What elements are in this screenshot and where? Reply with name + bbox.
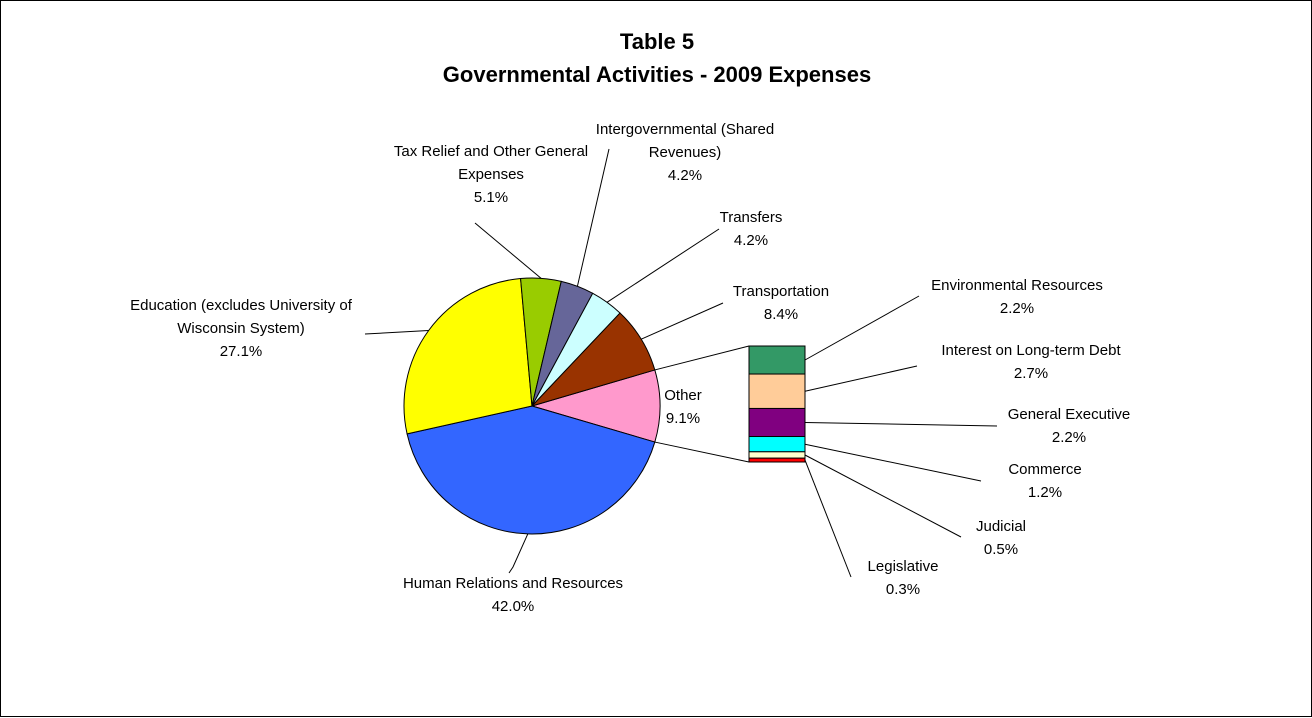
other-breakdown-bar (748, 345, 806, 463)
bar-segment-environmental-resources (748, 345, 806, 375)
leader-environmental-resources (804, 295, 920, 361)
leader-human-relations-and-resources (508, 533, 529, 574)
label-legislative: Legislative 0.3% (868, 558, 939, 598)
label-intergovernmental-shared-revenues: Intergovernmental (Shared Revenues) 4.2% (596, 121, 774, 184)
leader-judicial (804, 454, 962, 538)
label-judicial: Judicial 0.5% (976, 518, 1026, 558)
leader-lines (364, 148, 998, 578)
leader-interest-on-long-term-debt (804, 365, 918, 392)
label-commerce: Commerce 1.2% (1008, 461, 1081, 501)
slice-labels: Other 9.1% Human Relations and Resources 42… (130, 121, 1130, 615)
label-transportation: Transportation 8.4% (733, 283, 829, 323)
bar-segment-general-executive (748, 407, 806, 437)
label-transfers: Transfers 4.2% (720, 209, 783, 249)
bar-segment-interest-on-long-term-debt (748, 373, 806, 409)
leader-general-executive (804, 422, 998, 427)
label-interest-on-long-term-debt: Interest on Long-term Debt 2.7% (941, 342, 1121, 382)
label-tax-relief-and-other-general-expenses: Tax Relief and Other General Expenses 5.1% (394, 143, 588, 206)
connector-bottom (654, 441, 750, 463)
leader-legislative (804, 459, 852, 578)
bar-segment-judicial (748, 451, 806, 459)
label-environmental-resources: Environmental Resources 2.2% (931, 277, 1103, 317)
pie-slice-education-excludes-university-of-wisconsin-system (403, 277, 533, 435)
chart-subtitle: Governmental Activities - 2009 Expenses (443, 62, 871, 87)
leader-transfers (606, 228, 720, 303)
pie-slices (403, 277, 661, 535)
leader-transportation (640, 302, 724, 340)
chart-title: Table 5 (620, 29, 694, 54)
label-human-relations-and-resources: Human Relations and Resources 42.0% (403, 575, 623, 615)
label-other: Other 9.1% (664, 387, 702, 427)
label-general-executive: General Executive 2.2% (1008, 406, 1131, 446)
leader-tax-relief-and-other-general-expenses (474, 222, 542, 279)
bar-segment-commerce (748, 436, 806, 453)
leader-intergovernmental-shared-revenues (576, 148, 610, 287)
bar-segment-legislative (748, 457, 806, 463)
label-education-excludes-university-of-wisconsin-system: Education (excludes University of Wiscons… (130, 297, 353, 360)
leader-commerce (804, 443, 982, 482)
connector-top (654, 345, 750, 371)
leader-education-excludes-university-of-wisconsin-system (364, 330, 429, 335)
other-connectors (654, 345, 750, 463)
